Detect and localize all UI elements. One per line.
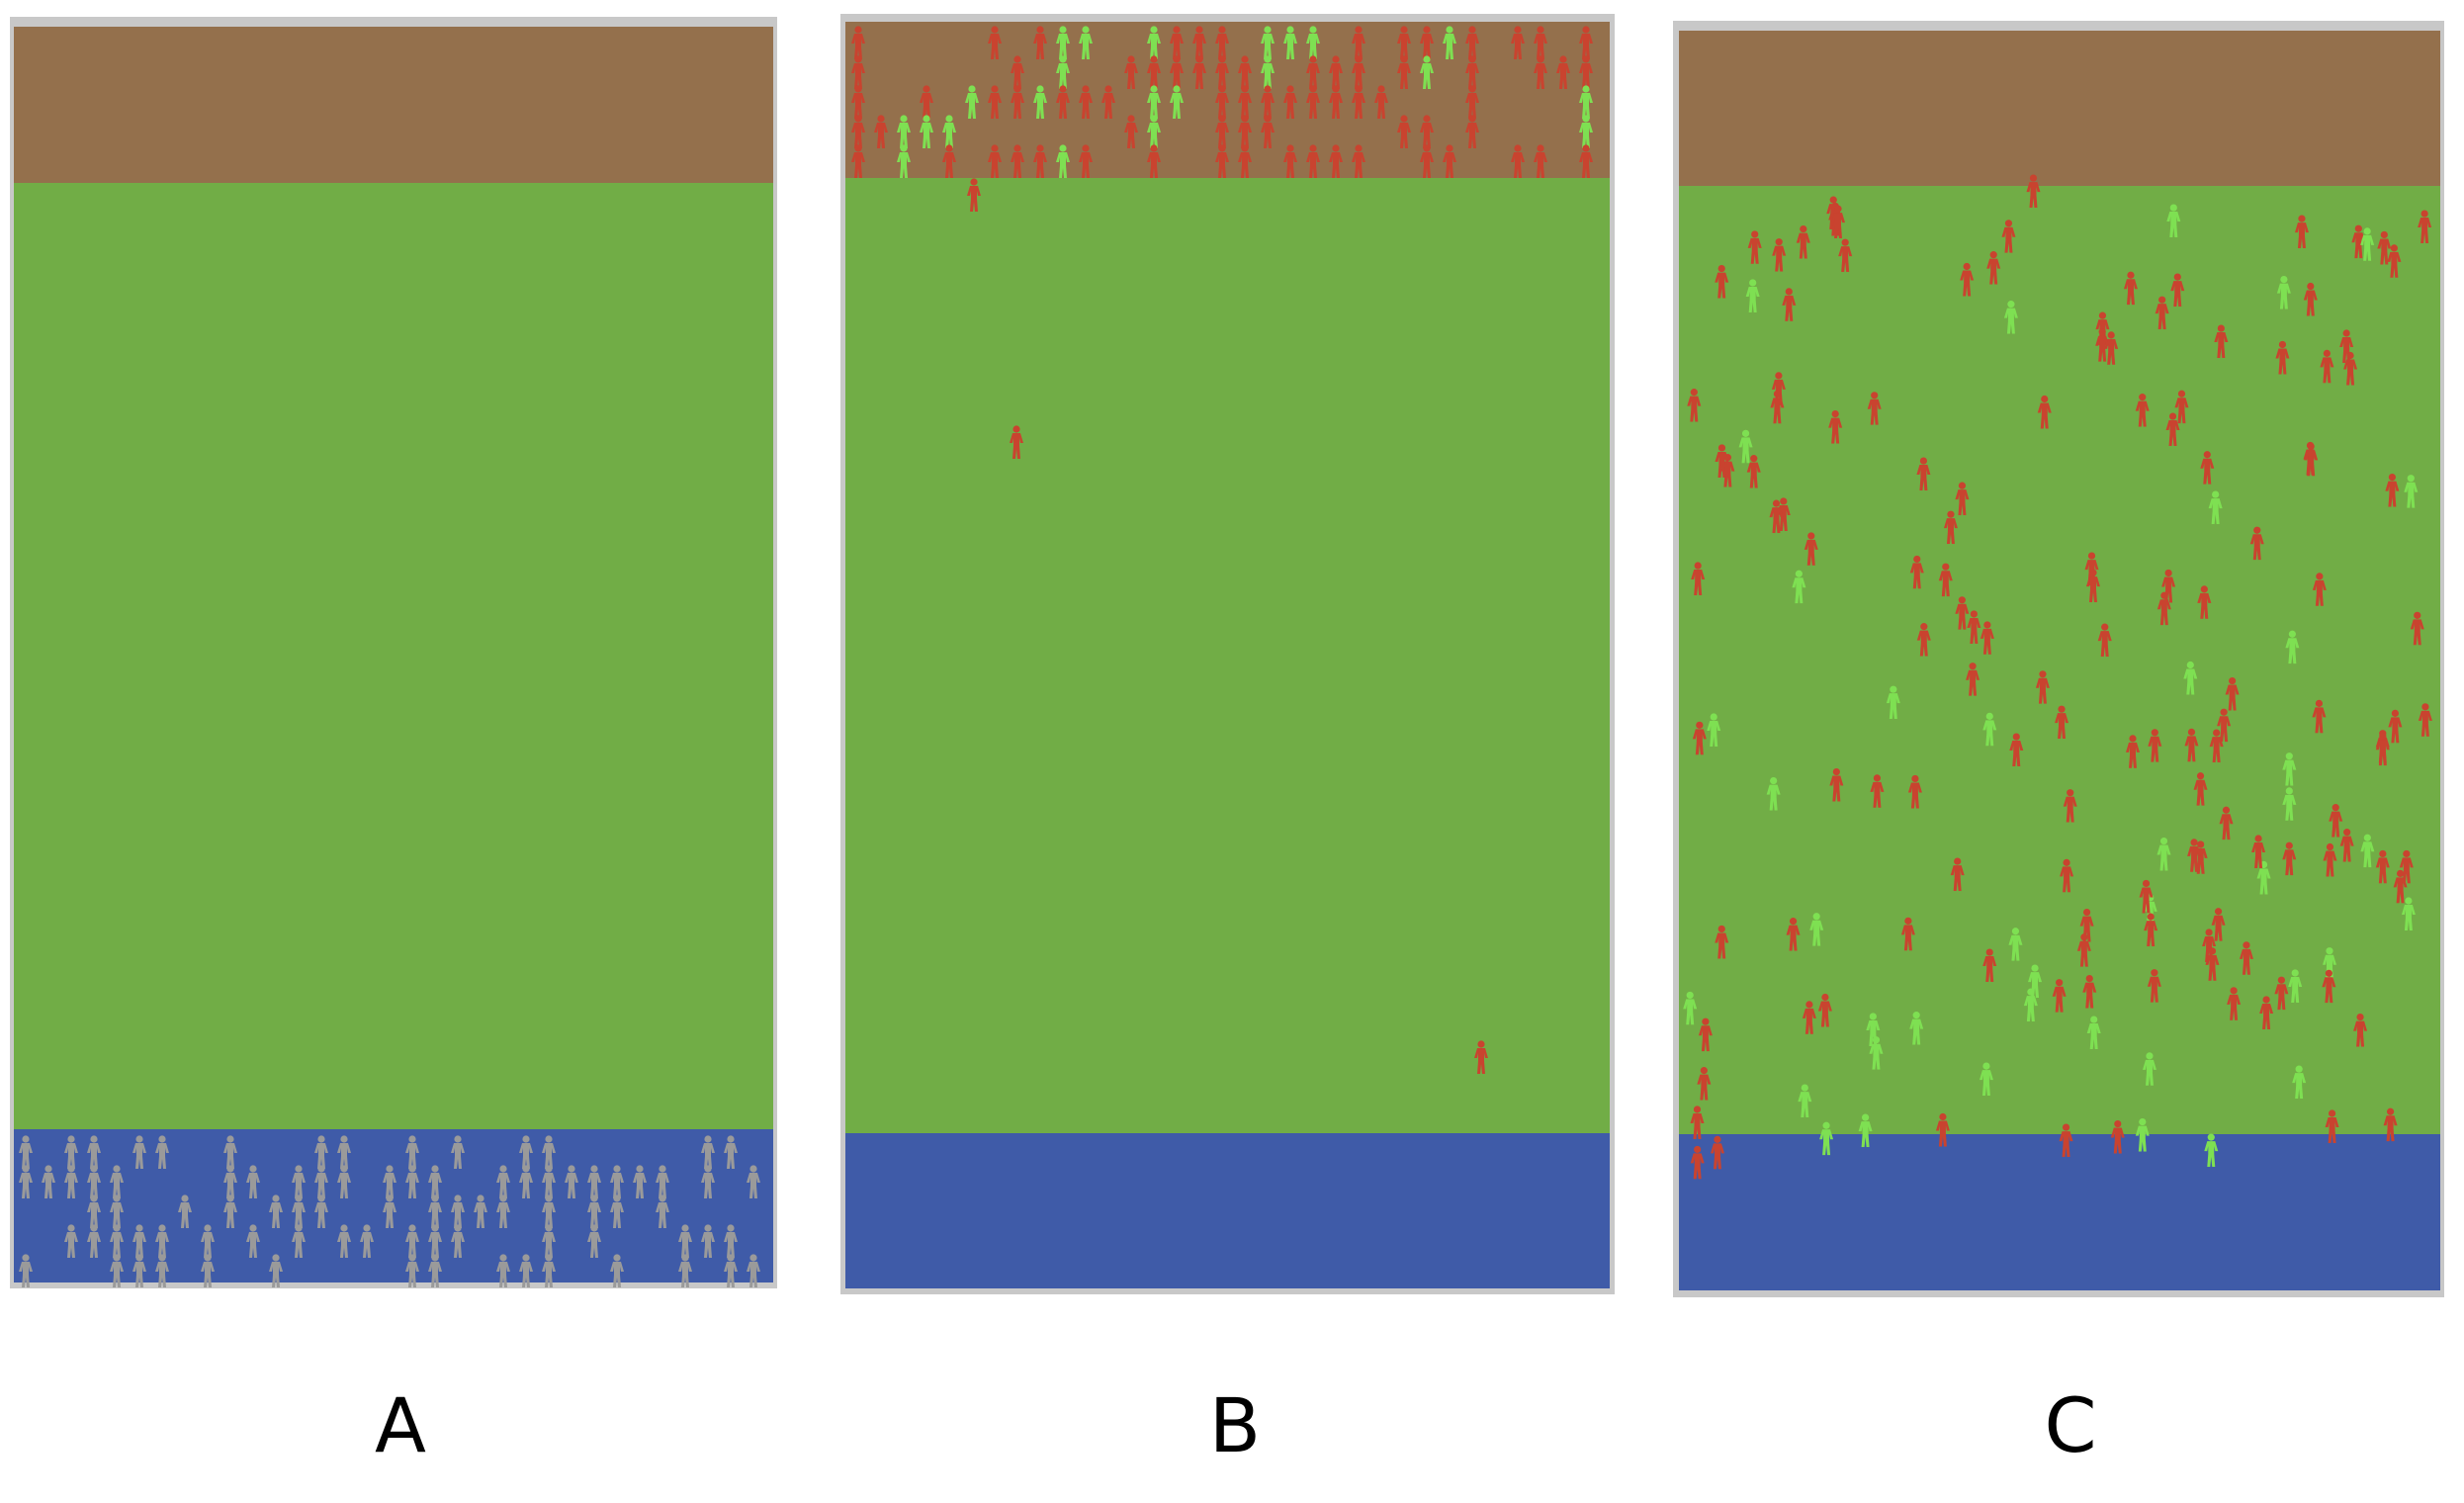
panel-label: C bbox=[2044, 1381, 2096, 1469]
blue-zone bbox=[1679, 1134, 2440, 1290]
panel-label: B bbox=[1209, 1381, 1261, 1469]
brown-zone bbox=[14, 27, 773, 183]
green-zone bbox=[845, 178, 1610, 1133]
panel-c bbox=[1673, 21, 2444, 1297]
blue-zone bbox=[845, 1133, 1610, 1288]
green-zone bbox=[1679, 186, 2440, 1134]
brown-zone bbox=[1679, 31, 2440, 186]
panel-b bbox=[840, 14, 1615, 1294]
panel-a bbox=[10, 17, 777, 1288]
panel-label: A bbox=[375, 1381, 426, 1469]
green-zone bbox=[14, 183, 773, 1129]
